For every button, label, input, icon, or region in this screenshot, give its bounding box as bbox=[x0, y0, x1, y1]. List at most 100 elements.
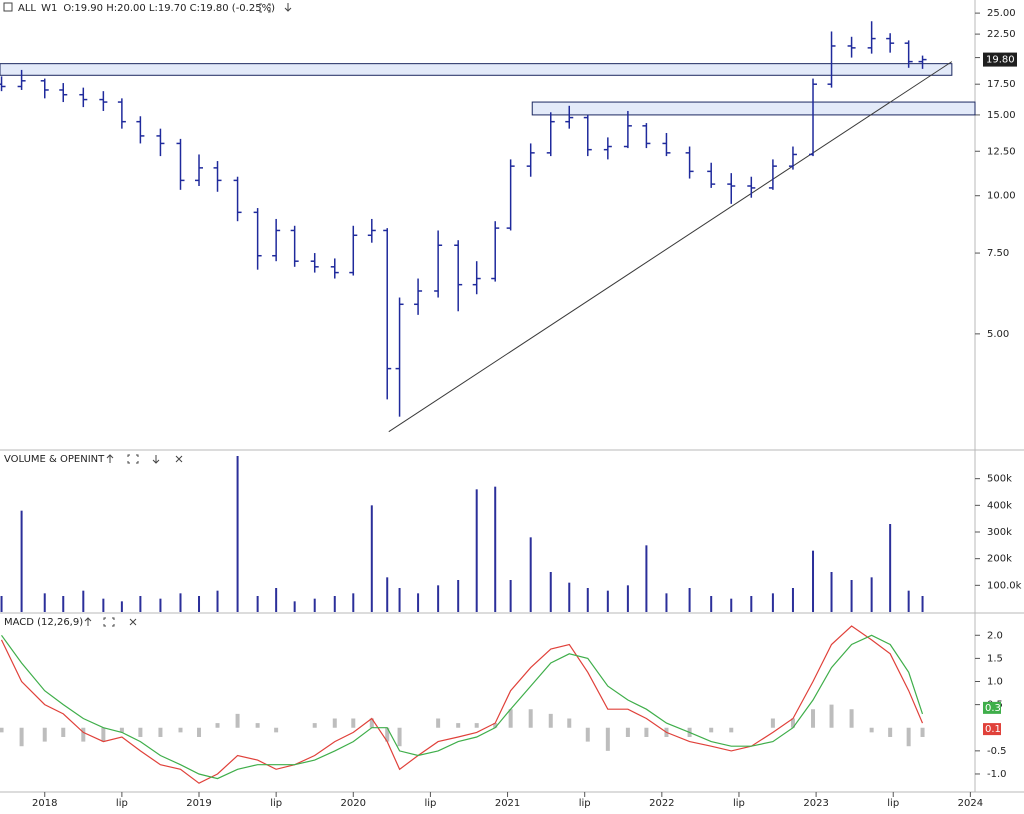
volume-bar bbox=[457, 580, 460, 612]
macd-histogram-bar bbox=[255, 723, 260, 728]
x-tick-label: 2023 bbox=[803, 798, 828, 809]
volume-bar bbox=[417, 593, 420, 612]
volume-bar bbox=[812, 550, 815, 612]
macd-histogram-bar bbox=[158, 727, 163, 737]
volume-bar bbox=[475, 489, 478, 612]
macd-histogram-bar bbox=[585, 727, 590, 742]
volume-bar bbox=[43, 593, 46, 612]
volume-bar bbox=[437, 585, 440, 612]
macd-histogram-bar bbox=[605, 727, 610, 751]
volume-bar bbox=[256, 596, 259, 612]
macd-histogram-bar bbox=[869, 727, 874, 733]
volume-bar bbox=[568, 582, 571, 612]
y-tick-label: 300k bbox=[987, 527, 1012, 538]
macd-histogram-bar bbox=[138, 727, 143, 737]
macd-histogram-bar bbox=[19, 727, 24, 747]
volume-bar bbox=[370, 505, 373, 612]
macd-histogram-bar bbox=[729, 727, 734, 733]
macd-histogram-bar bbox=[312, 723, 317, 728]
macd-histogram-bar bbox=[397, 727, 402, 747]
volume-bar bbox=[870, 577, 873, 612]
volume-bar bbox=[710, 596, 713, 612]
macd-histogram-bar bbox=[770, 718, 775, 728]
close-icon[interactable] bbox=[129, 618, 137, 626]
y-tick-label: 1.0 bbox=[987, 677, 1003, 688]
macd-histogram-bar bbox=[369, 718, 374, 728]
volume-bar bbox=[509, 580, 512, 612]
volume-bar bbox=[82, 590, 85, 612]
volume-bar bbox=[159, 598, 162, 612]
volume-bar bbox=[626, 585, 629, 612]
volume-header: VOLUME & OPENINT bbox=[4, 454, 183, 465]
x-tick-label: lip bbox=[733, 798, 745, 809]
maximize-icon[interactable] bbox=[103, 617, 115, 627]
x-tick-label: lip bbox=[116, 798, 128, 809]
volume-bar bbox=[236, 456, 239, 612]
trend-line bbox=[388, 61, 953, 433]
macd-histogram-bar bbox=[528, 709, 533, 728]
volume-bar bbox=[275, 588, 278, 612]
y-tick-label: 400k bbox=[987, 500, 1012, 511]
volume-bar bbox=[398, 588, 401, 612]
macd-histogram-bar bbox=[61, 727, 66, 737]
volume-bar bbox=[688, 588, 691, 612]
macd-histogram-bar bbox=[0, 727, 4, 733]
symbol: ALL bbox=[18, 3, 36, 14]
macd-histogram-bar bbox=[81, 727, 86, 742]
macd-histogram-bar bbox=[235, 713, 240, 728]
last-value-box bbox=[983, 701, 1001, 714]
y-tick-label: 5.00 bbox=[987, 329, 1009, 340]
macd-histogram-bar bbox=[548, 713, 553, 728]
macd-histogram-bar bbox=[920, 727, 925, 737]
y-tick-label: 22.50 bbox=[987, 29, 1016, 40]
ohlc-readout: O:19.90 H:20.00 L:19.70 C:19.80 (-0.25%) bbox=[63, 3, 275, 14]
move-down-icon[interactable] bbox=[284, 3, 292, 12]
macd-histogram-bar bbox=[567, 718, 572, 728]
volume-bar bbox=[750, 596, 753, 612]
y-tick-label: 200k bbox=[987, 554, 1012, 565]
macd-histogram-bar bbox=[906, 727, 911, 747]
x-tick-label: 2019 bbox=[186, 798, 211, 809]
macd-histogram-bar bbox=[42, 727, 47, 742]
macd-histogram-bar bbox=[351, 718, 356, 728]
maximize-icon[interactable] bbox=[127, 454, 139, 464]
x-tick-label: lip bbox=[887, 798, 899, 809]
volume-bar bbox=[494, 486, 497, 612]
y-tick-label: -1.0 bbox=[987, 769, 1007, 780]
x-tick-label: lip bbox=[424, 798, 436, 809]
volume-bar bbox=[386, 577, 389, 612]
pane-title: MACD (12,26,9) bbox=[4, 617, 83, 628]
volume-bar bbox=[606, 590, 609, 612]
close-icon[interactable] bbox=[175, 455, 183, 463]
volume-bar bbox=[198, 596, 201, 612]
volume-bar bbox=[20, 510, 23, 612]
macd-histogram-bar bbox=[178, 727, 183, 733]
macd-histogram-bar bbox=[474, 723, 479, 728]
volume-bar bbox=[293, 601, 296, 612]
move-down-icon[interactable] bbox=[152, 455, 160, 464]
volume-bar bbox=[889, 524, 892, 612]
maximize-icon[interactable] bbox=[259, 3, 271, 13]
macd-histogram-bar bbox=[332, 718, 337, 728]
volume-bar bbox=[730, 598, 733, 612]
timeframe: W1 bbox=[41, 3, 57, 14]
macd-line bbox=[0, 625, 924, 784]
macd-histogram-bar bbox=[709, 727, 714, 733]
macd-histogram-bar bbox=[888, 727, 893, 737]
volume-bar bbox=[352, 593, 355, 612]
move-up-icon[interactable] bbox=[84, 617, 92, 626]
last-value-label: 0.3 bbox=[985, 703, 1001, 714]
move-up-icon[interactable] bbox=[106, 454, 114, 463]
collapse-icon[interactable] bbox=[3, 2, 13, 12]
last-price-box bbox=[983, 52, 1017, 67]
macd-histogram-bar bbox=[493, 723, 498, 728]
volume-bar bbox=[62, 596, 65, 612]
x-tick-label: 2018 bbox=[32, 798, 57, 809]
macd-histogram-bar bbox=[101, 727, 106, 742]
volume-bar bbox=[921, 596, 924, 612]
volume-bar bbox=[830, 572, 833, 612]
x-tick-label: 2024 bbox=[958, 798, 983, 809]
volume-bar bbox=[645, 545, 648, 612]
